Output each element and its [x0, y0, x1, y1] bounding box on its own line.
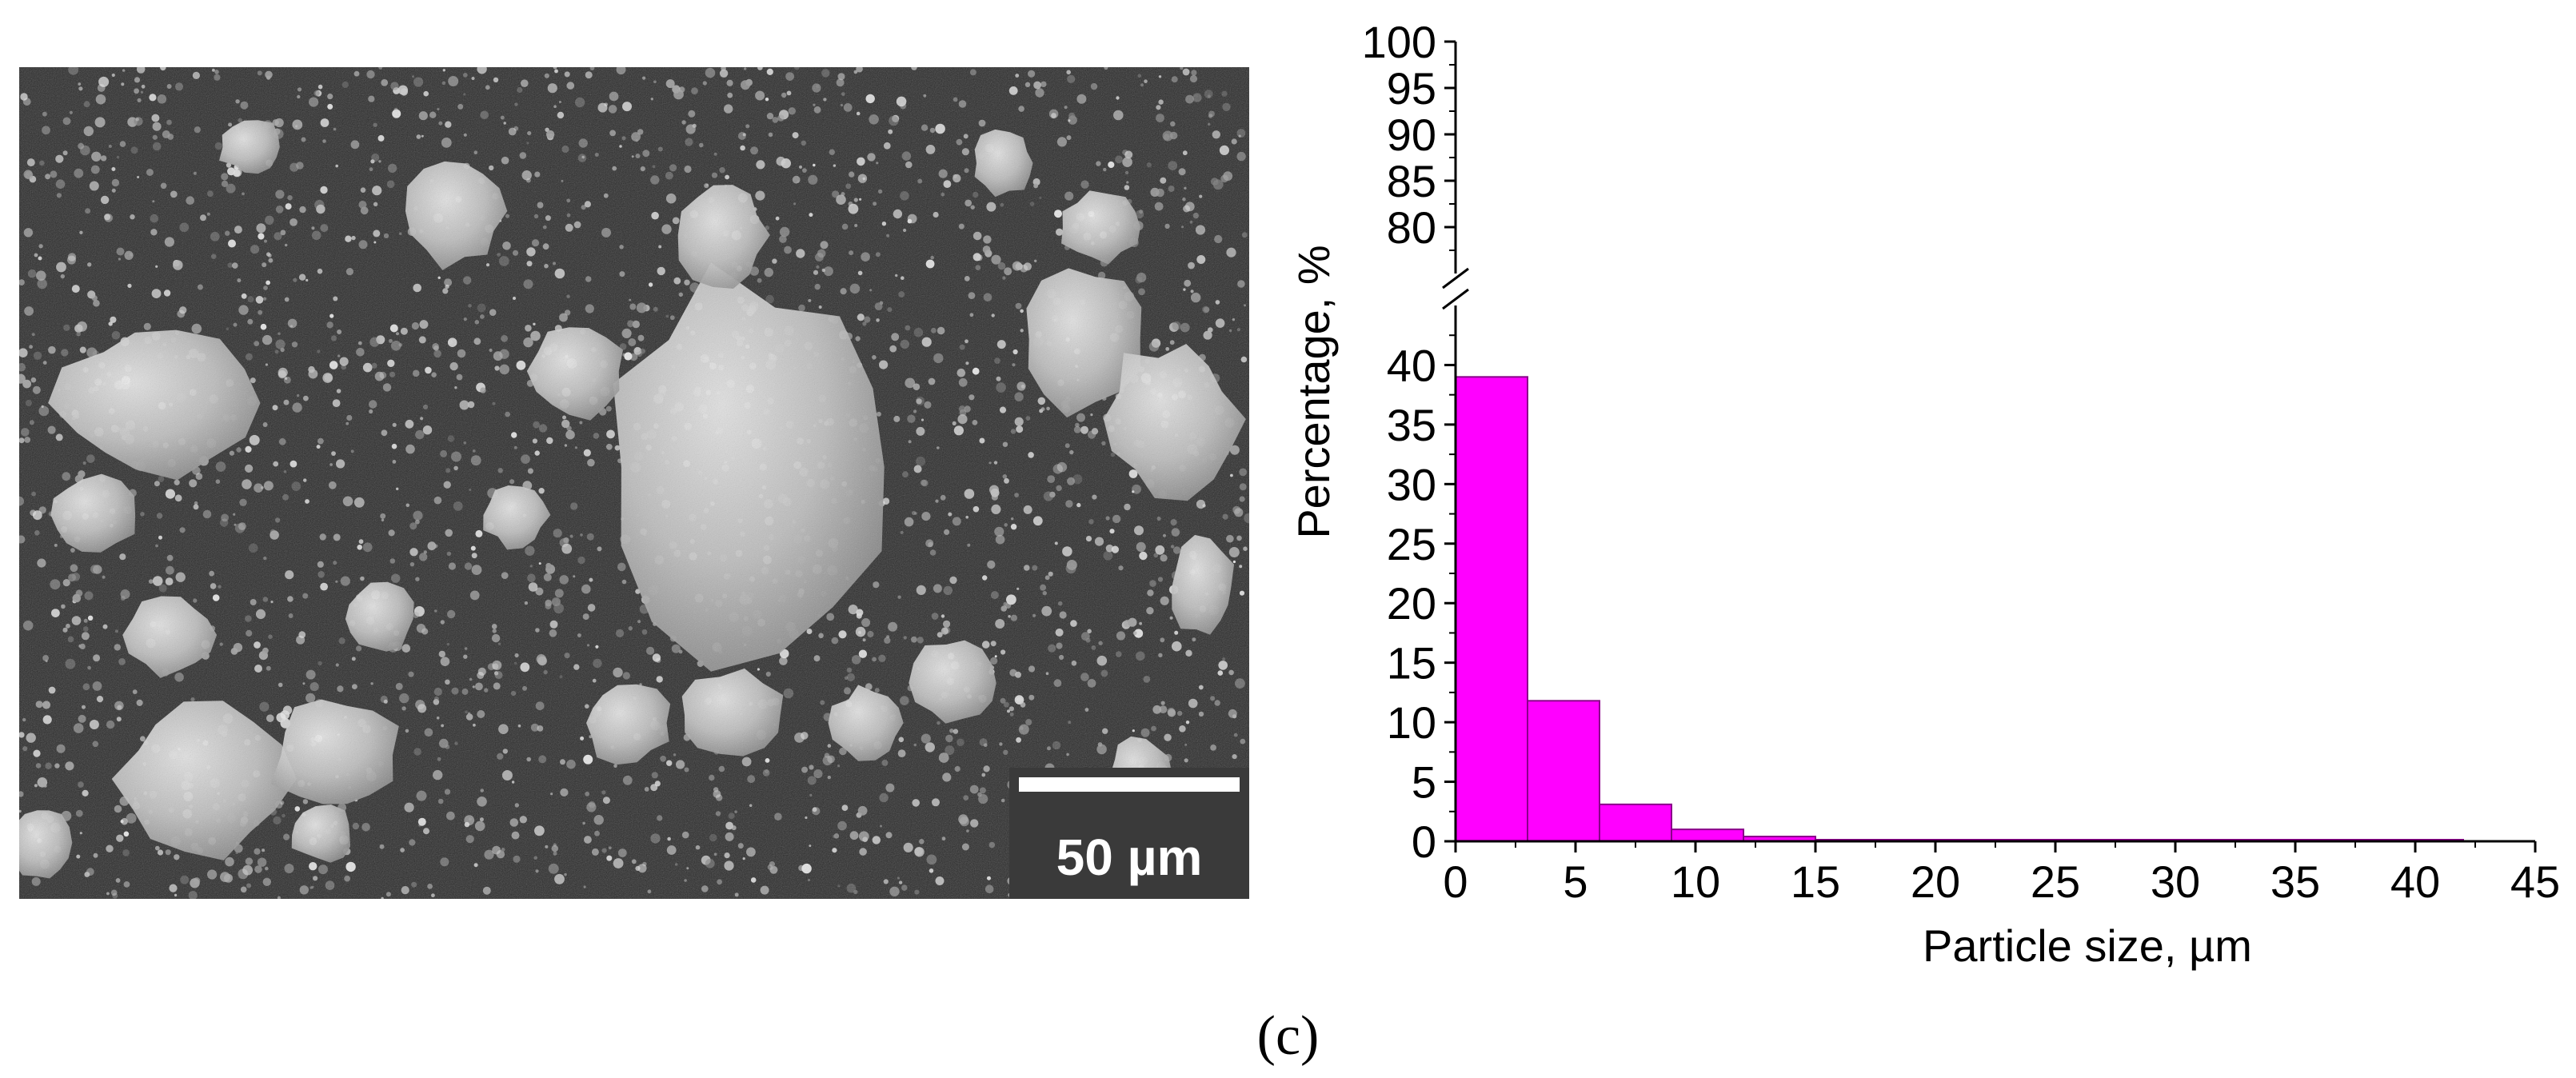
y-tick-label: 0	[1412, 816, 1436, 867]
sem-micrograph: 50 µm	[19, 67, 1249, 899]
y-tick-label: 10	[1387, 697, 1436, 748]
axis-break-mark	[1442, 288, 1469, 310]
y-tick-label: 15	[1387, 638, 1436, 689]
y-tick-label: 25	[1387, 519, 1436, 569]
x-tick-label: 20	[1911, 856, 1960, 907]
histogram-bar	[1455, 376, 1528, 843]
y-tick-label: 80	[1387, 202, 1436, 253]
histogram-bar	[1527, 700, 1600, 842]
x-axis-label: Particle size, µm	[1923, 920, 2252, 971]
histogram-bars	[1455, 376, 2464, 843]
x-tick-label: 30	[2151, 856, 2200, 907]
y-tick-label: 40	[1387, 340, 1436, 390]
sem-grain-overlay	[19, 67, 1249, 899]
y-tick-label: 95	[1387, 63, 1436, 114]
axis-break-mark	[1442, 267, 1469, 289]
x-tick-label: 40	[2390, 856, 2440, 907]
y-tick-label: 35	[1387, 400, 1436, 450]
y-tick-label: 5	[1412, 757, 1436, 808]
y-tick-label: 85	[1387, 156, 1436, 206]
x-tick-label: 45	[2510, 856, 2560, 907]
scale-bar	[1019, 777, 1240, 792]
x-tick-label: 15	[1791, 856, 1840, 907]
y-tick-label: 20	[1387, 578, 1436, 629]
x-tick-label: 5	[1563, 856, 1588, 907]
x-tick-label: 10	[1671, 856, 1720, 907]
y-tick-label: 90	[1387, 110, 1436, 160]
x-tick-label: 0	[1443, 856, 1468, 907]
y-tick-label: 30	[1387, 459, 1436, 509]
histogram-bar	[1671, 828, 1744, 842]
figure-caption: (c)	[1256, 1005, 1320, 1067]
y-tick-label: 100	[1362, 17, 1436, 67]
x-axis: 0 5 10 15 20 25 30 35 40 45	[1443, 840, 2560, 907]
particle-size-histogram: 0 5 10 15 20 25 30 35 40 45 051015202530354080859…	[1288, 17, 2560, 971]
x-tick-label: 25	[2031, 856, 2080, 907]
x-tick-label: 35	[2270, 856, 2320, 907]
y-axis-label: Percentage, %	[1288, 245, 1339, 538]
histogram-bar	[1599, 803, 1672, 842]
scale-bar-label: 50 µm	[1056, 828, 1203, 886]
